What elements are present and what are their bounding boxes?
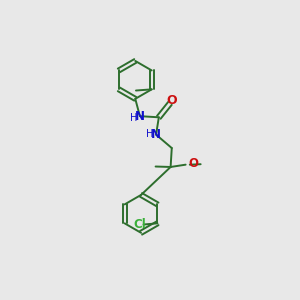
Text: O: O [166, 94, 177, 107]
Text: H: H [146, 129, 154, 139]
Text: O: O [188, 158, 198, 170]
Text: N: N [151, 128, 161, 141]
Text: H: H [130, 112, 138, 122]
Text: N: N [135, 110, 145, 123]
Text: Cl: Cl [133, 218, 146, 231]
